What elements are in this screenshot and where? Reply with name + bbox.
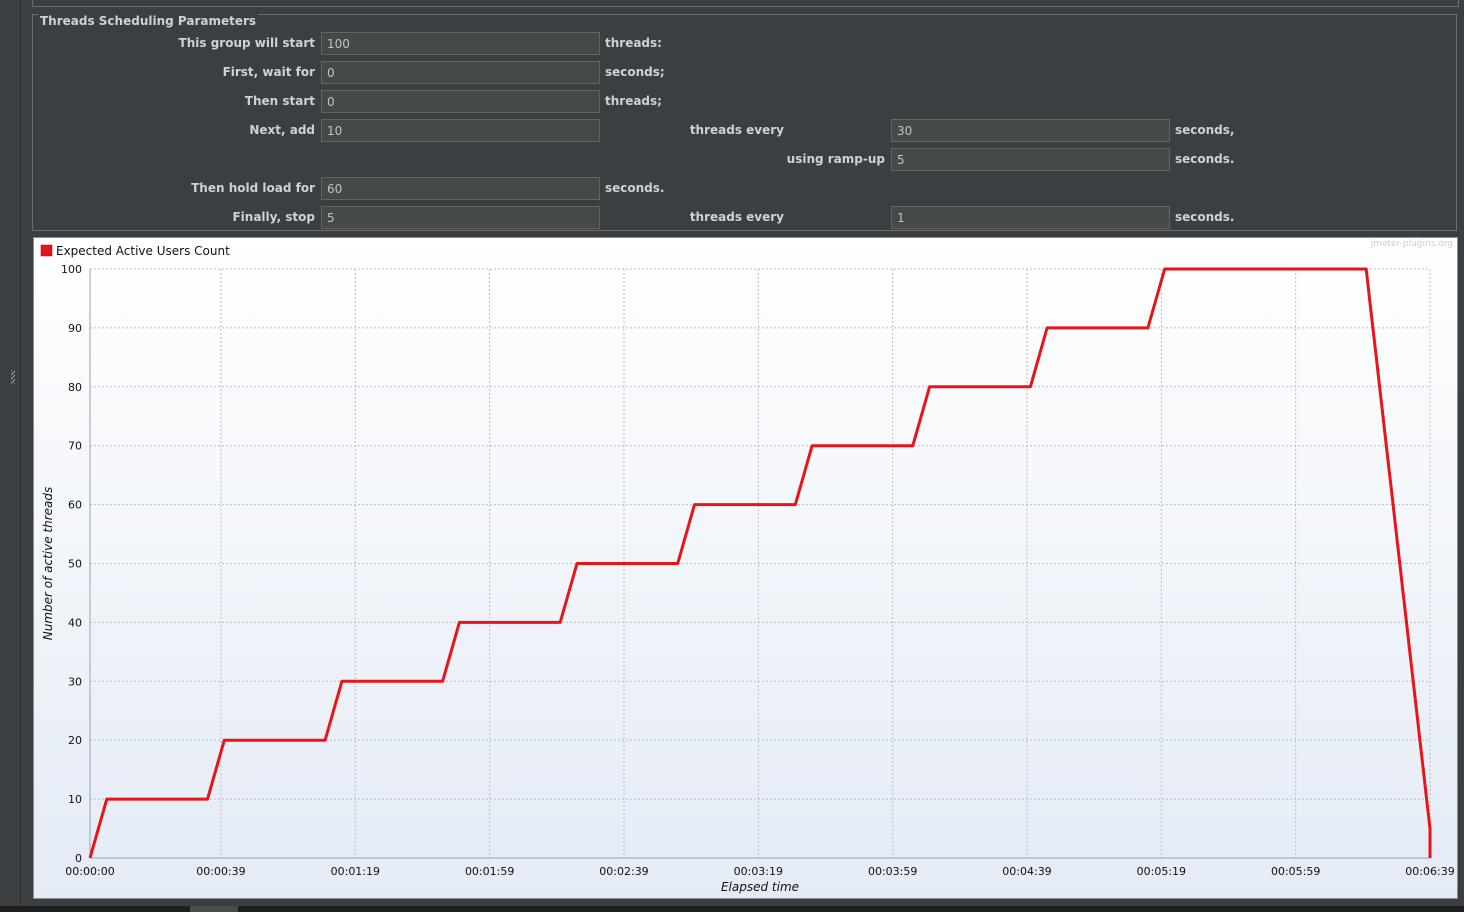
y-tick-label: 30 (68, 675, 82, 688)
y-tick-label: 10 (68, 793, 82, 806)
x-tick-label: 00:05:19 (1137, 865, 1186, 878)
x-tick-label: 00:00:00 (65, 865, 114, 878)
x-tick-label: 00:03:59 (868, 865, 917, 878)
legend-swatch (40, 244, 53, 257)
watermark: jmeter-plugins.org (1370, 239, 1453, 249)
x-tick-label: 00:00:39 (196, 865, 245, 878)
series-line (88, 267, 1432, 859)
then-start-label: Then start (244, 94, 315, 108)
panel-title: Threads Scheduling Parameters (38, 14, 259, 28)
start-threads-label: This group will start (178, 36, 315, 50)
y-tick-label: 60 (68, 499, 82, 512)
bottom-status-strip (0, 906, 1464, 912)
x-tick-label: 00:01:59 (465, 865, 514, 878)
x-axis-title: Elapsed time (721, 880, 799, 894)
finally-stop-input[interactable] (321, 206, 600, 229)
y-axis-ticks: 0 10 20 30 40 50 60 70 80 90 100 (61, 263, 82, 865)
initial-delay-label: First, wait for (222, 65, 315, 79)
start-threads-input[interactable] (321, 32, 600, 55)
legend-label: Expected Active Users Count (56, 244, 230, 258)
bottom-tab[interactable] (190, 906, 238, 912)
hold-load-unit: seconds. (605, 181, 665, 195)
hold-load-label: Then hold load for (191, 181, 315, 195)
y-tick-label: 40 (68, 616, 82, 629)
threads-every-input[interactable] (891, 119, 1170, 142)
x-tick-label: 00:04:39 (1002, 865, 1051, 878)
stop-every-label: threads every (689, 210, 784, 224)
top-panel-edge (32, 0, 1459, 7)
y-tick-label: 70 (68, 440, 82, 453)
hold-load-input[interactable] (321, 177, 600, 200)
x-tick-label: 00:06:39 (1405, 865, 1454, 878)
initial-delay-input[interactable] (321, 61, 600, 84)
y-tick-label: 0 (75, 852, 82, 865)
initial-delay-unit: seconds; (605, 65, 665, 79)
y-tick-label: 20 (68, 734, 82, 747)
y-tick-label: 50 (68, 558, 82, 571)
next-add-label: Next, add (249, 123, 315, 137)
chart-grid (89, 268, 1431, 859)
y-tick-label: 90 (68, 322, 82, 335)
y-tick-label: 80 (68, 381, 82, 394)
stop-every-input[interactable] (891, 206, 1170, 229)
x-axis-ticks: 00:00:00 00:00:39 00:01:19 00:01:59 00:02:39… (65, 865, 1454, 878)
x-tick-label: 00:01:19 (331, 865, 380, 878)
threads-every-label: threads every (689, 123, 784, 137)
then-start-unit: threads; (605, 94, 662, 108)
threads-scheduling-panel (32, 14, 1457, 231)
stop-every-unit: seconds. (1175, 210, 1235, 224)
ramp-up-input[interactable] (891, 148, 1170, 171)
ramp-up-unit: seconds. (1175, 152, 1235, 166)
finally-stop-label: Finally, stop (232, 210, 315, 224)
splitter-grip[interactable] (11, 370, 15, 384)
then-start-input[interactable] (321, 90, 600, 113)
threads-every-unit: seconds, (1175, 123, 1235, 137)
x-tick-label: 00:03:19 (734, 865, 783, 878)
chart-panel: Expected Active Users Count jmeter-plugi… (33, 237, 1458, 899)
x-tick-label: 00:02:39 (599, 865, 648, 878)
y-tick-label: 100 (61, 263, 82, 276)
left-rail (0, 0, 21, 912)
ramp-up-label: using ramp-up (786, 152, 885, 166)
next-add-input[interactable] (321, 119, 600, 142)
active-threads-chart: Expected Active Users Count jmeter-plugi… (40, 239, 1455, 894)
start-threads-unit: threads: (605, 36, 662, 50)
x-tick-label: 00:05:59 (1271, 865, 1320, 878)
y-axis-title: Number of active threads (41, 487, 55, 641)
